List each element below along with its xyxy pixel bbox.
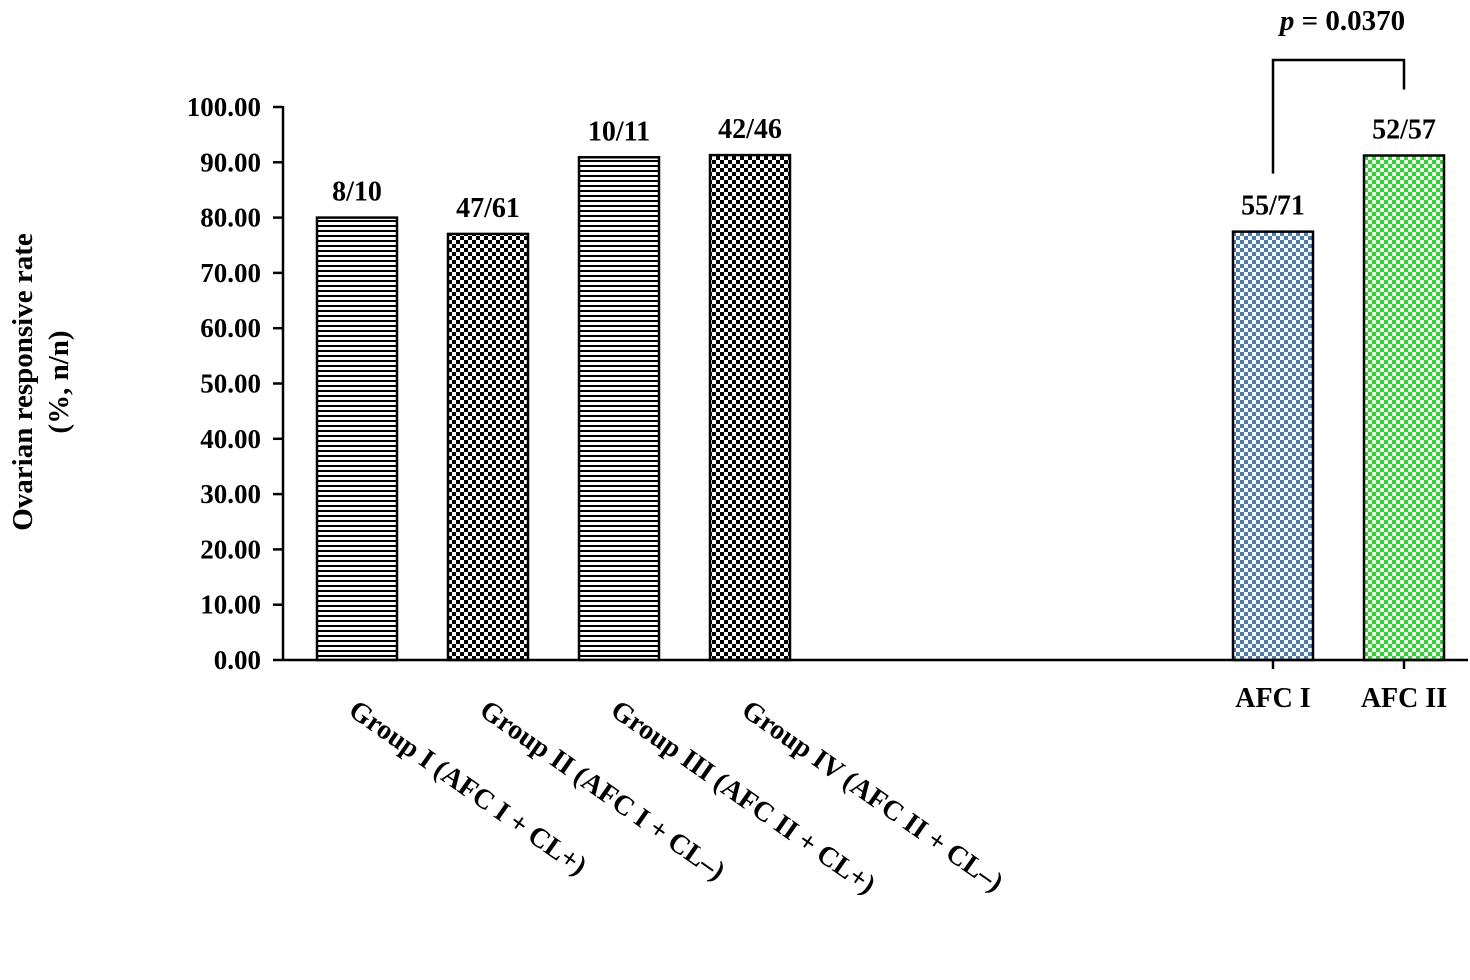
bar-3 — [577, 156, 661, 662]
bar-value-label: 55/71 — [1241, 191, 1305, 222]
p-value-text: = 0.0370 — [1294, 5, 1405, 37]
bars-group — [315, 153, 1446, 662]
y-tick-label: 40.00 — [200, 424, 261, 454]
y-tick-label: 80.00 — [200, 203, 261, 233]
bar-5 — [1231, 230, 1315, 662]
category-label-rotated: Group II (AFC I + CL–) — [474, 694, 731, 887]
bar-6 — [1362, 154, 1446, 662]
y-tick-label: 60.00 — [200, 313, 261, 343]
y-axis-title-line2: (%, n/n) — [43, 330, 75, 433]
y-tick-label: 70.00 — [200, 258, 261, 288]
y-axis-title-line1: Ovarian responsive rate — [7, 233, 39, 531]
bar-2 — [446, 232, 530, 662]
bar-4 — [708, 153, 792, 662]
y-tick-label: 0.00 — [214, 645, 261, 675]
category-label: AFC I — [1235, 683, 1310, 714]
bar-value-label: 10/11 — [588, 116, 650, 147]
category-label-rotated: Group III (AFC II + CL+) — [605, 694, 881, 900]
bar-value-label: 47/61 — [456, 193, 520, 224]
bar-value-label: 42/46 — [718, 114, 782, 145]
y-tick-label: 30.00 — [200, 479, 261, 509]
bar-value-label: 8/10 — [332, 177, 382, 208]
y-tick-label: 10.00 — [200, 590, 261, 620]
y-tick-label: 100.00 — [187, 92, 261, 122]
p-value-label: p = 0.0370 — [1277, 5, 1405, 37]
category-labels-group: Group I (AFC I + CL+)Group II (AFC I + C… — [343, 660, 1447, 901]
category-label-rotated: Group IV (AFC II + CL–) — [736, 694, 1009, 898]
category-label-rotated: Group I (AFC I + CL+) — [343, 694, 592, 882]
y-tick-label: 90.00 — [200, 147, 261, 177]
significance-bracket — [1271, 58, 1406, 174]
category-label: AFC II — [1361, 683, 1447, 714]
p-symbol: p — [1277, 5, 1295, 37]
bar-1 — [315, 216, 399, 662]
y-tick-label: 20.00 — [200, 534, 261, 564]
y-axis-ticks: 0.00 10.00 20.00 30.00 40.00 50.00 60.00 70.00 8… — [187, 92, 283, 675]
bar-value-label: 52/57 — [1372, 114, 1436, 145]
y-tick-label: 50.00 — [200, 369, 261, 399]
